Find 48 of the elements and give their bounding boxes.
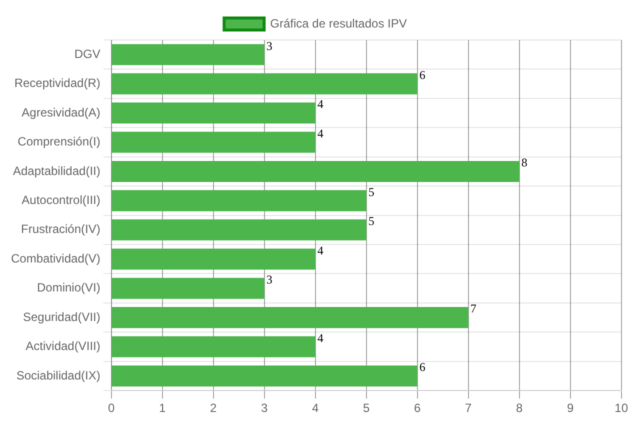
bar — [112, 365, 418, 387]
x-tick-label: 4 — [312, 401, 320, 416]
y-tick-label: Autocontrol(III) — [22, 193, 100, 208]
x-tick-label: 6 — [414, 401, 421, 416]
y-tick-label: Seguridad(VII) — [22, 310, 100, 324]
x-tick-label: 2 — [210, 401, 218, 416]
x-tick-label: 5 — [363, 401, 370, 416]
y-tick-label: Sociabilidad(IX) — [16, 368, 100, 382]
bar — [112, 160, 520, 182]
y-tick-label: Comprensión(I) — [18, 134, 100, 149]
y-tick-label: Actividad(VIII) — [26, 339, 100, 354]
bar — [112, 248, 316, 270]
y-tick-label: Combatividad(V) — [10, 251, 100, 266]
y-tick-label: Receptividad(R) — [14, 76, 100, 90]
bar — [112, 219, 366, 240]
data-label: 5 — [368, 214, 374, 228]
bar — [112, 278, 264, 299]
x-tick-label: 10 — [614, 401, 628, 416]
bar — [112, 336, 316, 358]
x-tick-label: 9 — [566, 401, 574, 416]
data-label: 4 — [317, 243, 324, 258]
bar — [112, 102, 316, 124]
legend-label: Gráfica de resultados IPV — [270, 16, 407, 30]
y-tick-label: Frustración(IV) — [21, 222, 100, 236]
x-tick-label: 0 — [108, 401, 116, 416]
bar — [112, 73, 418, 94]
y-tick-label: DGV — [74, 46, 100, 61]
bar — [112, 190, 366, 212]
data-label: 4 — [317, 330, 324, 345]
bar — [112, 132, 316, 153]
data-label: 4 — [317, 126, 324, 140]
x-tick-label: 3 — [261, 401, 268, 416]
bar — [112, 307, 468, 328]
bar — [112, 44, 264, 66]
data-label: 8 — [521, 156, 528, 170]
data-label: 6 — [419, 68, 426, 82]
y-tick-label: Adaptabilidad(II) — [12, 164, 100, 178]
data-label: 6 — [419, 360, 426, 374]
x-tick-label: 7 — [464, 401, 472, 416]
data-label: 7 — [470, 302, 476, 316]
y-tick-label: Agresividad(A) — [22, 105, 100, 120]
data-label: 4 — [317, 97, 324, 112]
data-label: 5 — [368, 184, 374, 199]
x-tick-label: 1 — [159, 401, 166, 416]
y-tick-label: Dominio(VI) — [37, 280, 100, 295]
x-tick-label: 8 — [516, 401, 523, 416]
data-label: 3 — [266, 38, 272, 53]
data-label: 3 — [266, 272, 272, 286]
